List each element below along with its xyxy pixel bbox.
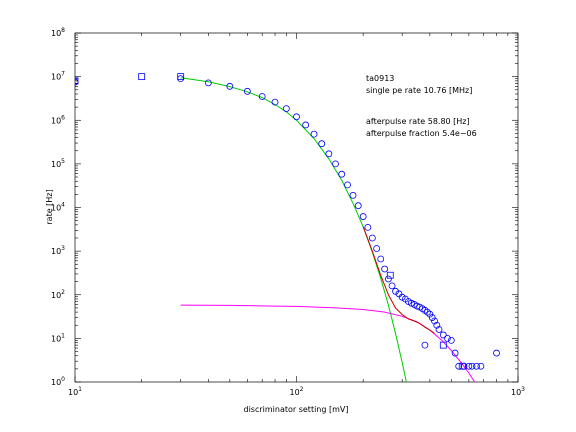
data-point-square [458,362,466,370]
data-point-circle [75,78,79,86]
data-point-circle [460,362,468,370]
y-tick-label: 108 [51,27,65,38]
data-point-circle [359,213,367,220]
data-point-circle [451,349,459,357]
y-tick-label: 100 [51,376,65,387]
data-point-circle [388,282,396,290]
y-tick-label: 104 [51,202,65,213]
y-tick-label: 101 [51,332,65,343]
data-point-circle [258,93,266,100]
data-point-circle [421,341,429,349]
data-point-circle [177,75,185,83]
data-point-circle [302,121,310,129]
y-tick-label-exponent: 3 [61,245,65,252]
data-point-circle [364,223,372,231]
y-axis-title: rate [Hz] [45,189,54,224]
data-point-circle [431,317,438,325]
data-point-circle [204,79,212,87]
y-tick-label: 106 [51,114,65,125]
x-tick-label: 103 [511,386,525,397]
data-point-circle [465,362,473,370]
y-tick-label: 107 [51,71,65,82]
data-point-circle [424,308,431,316]
data-point-square [386,271,394,279]
y-tick-label-exponent: 0 [61,376,65,383]
data-point-circle [381,265,389,273]
annotation-single-pe-rate: single pe rate 10.76 [MHz] [366,86,472,95]
data-point-circle [455,362,463,370]
y-tick-label-exponent: 8 [61,27,65,34]
data-point-circle [354,202,362,210]
data-point-circle [243,87,251,95]
y-tick-label: 105 [51,158,65,169]
data-point-circle [310,130,318,138]
y-tick-label: 102 [51,289,65,300]
annotation-run-id: ta0913 [366,74,394,83]
y-tick-label-exponent: 6 [61,114,65,121]
data-point-circle [318,140,326,148]
data-point-square [439,341,447,349]
fit-curve-1 [180,304,476,382]
data-point-circle [349,191,357,199]
y-tick-label-exponent: 7 [61,71,65,78]
data-point-circle [344,181,351,189]
data-point-circle [468,362,476,370]
data-point-circle [435,326,443,333]
data-point-circle [332,160,339,168]
data-point-circle [473,362,480,370]
data-point-circle [392,287,399,295]
data-point-circle [426,310,434,318]
data-point-circle [443,334,451,342]
x-axis-title: discriminator setting [mV] [243,405,348,414]
data-point-circle [282,105,290,112]
annotation-afterpulse-rate: afterpulse rate 58.80 [Hz] [366,117,470,126]
y-tick-label-exponent: 1 [61,332,65,339]
data-point-square [177,73,185,81]
data-point-circle [271,98,279,106]
data-point-circle [428,314,436,321]
x-tick-label-exponent: 2 [300,386,304,393]
y-tick-label-exponent: 5 [61,158,65,165]
data-point-circle [377,255,385,263]
data-point-circle [447,336,455,344]
data-point-circle [433,321,441,329]
data-point-circle [477,362,485,370]
data-point-circle [493,349,500,357]
axis-ticks [74,32,519,383]
data-point-circle [385,275,392,283]
annotation-afterpulse-fraction: afterpulse fraction 5.4e−06 [366,129,477,138]
x-tick-label: 102 [289,386,303,397]
data-point-circle [338,170,346,178]
x-tick-label-exponent: 1 [78,386,82,393]
data-point-circle [439,331,447,339]
data-point-circle [373,245,381,252]
y-tick-label-exponent: 2 [61,289,65,296]
y-tick-label: 103 [51,245,65,256]
x-tick-label-exponent: 3 [521,386,525,393]
data-markers [75,73,500,370]
data-point-circle [293,113,300,121]
data-point-square [138,73,146,81]
y-tick-label-exponent: 4 [61,202,65,209]
data-point-circle [226,82,234,90]
data-point-circle [368,234,376,242]
x-tick-label: 101 [68,386,82,397]
fit-curve-2 [362,226,435,334]
data-point-circle [325,150,333,158]
